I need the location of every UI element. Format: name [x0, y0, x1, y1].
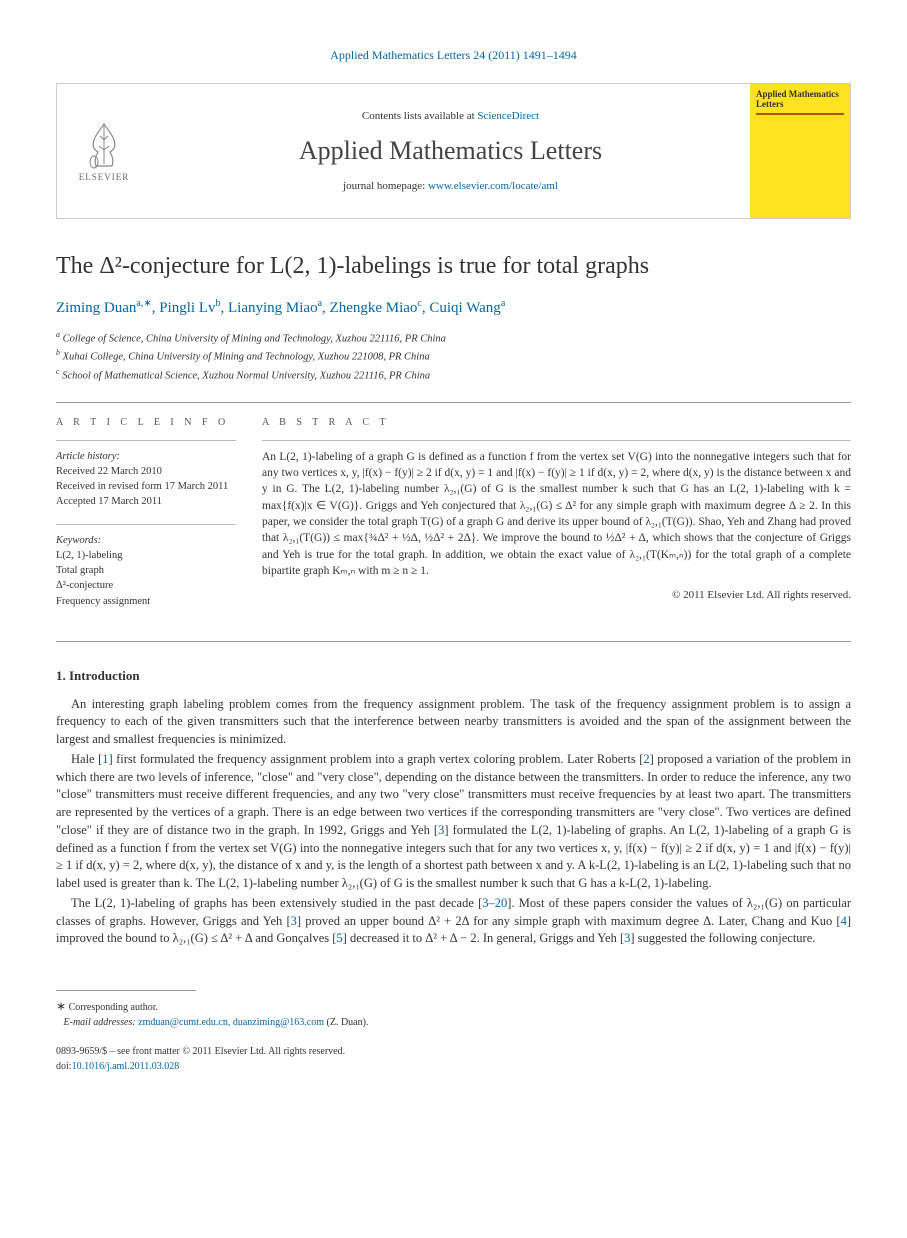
footnote-divider — [56, 990, 196, 991]
article-info-column: A R T I C L E I N F O Article history: R… — [56, 417, 236, 623]
keyword: L(2, 1)-labeling — [56, 548, 236, 563]
abstract-column: A B S T R A C T An L(2, 1)-labeling of a… — [262, 417, 851, 623]
history-line: Received 22 March 2010 — [56, 464, 236, 479]
homepage-prefix: journal homepage: — [343, 180, 428, 192]
journal-name: Applied Mathematics Letters — [299, 136, 602, 166]
page: Applied Mathematics Letters 24 (2011) 14… — [0, 0, 907, 1110]
asterisk-icon: ∗ — [56, 999, 66, 1013]
doi-link[interactable]: 10.1016/j.aml.2011.03.028 — [72, 1061, 180, 1072]
email-link[interactable]: zmduan@cumt.edu.cn, duanziming@163.com — [138, 1017, 324, 1028]
issn-line: 0893-9659/$ – see front matter © 2011 El… — [56, 1044, 851, 1059]
history-line: Received in revised form 17 March 2011 — [56, 479, 236, 494]
citation-link[interactable]: Applied Mathematics Letters 24 (2011) 14… — [330, 48, 577, 62]
journal-banner: ELSEVIER Contents lists available at Sci… — [56, 83, 851, 219]
journal-cover-thumb: Applied Mathematics Letters — [750, 84, 850, 218]
history-block: Article history: Received 22 March 2010 … — [56, 449, 236, 510]
contents-list-line: Contents lists available at ScienceDirec… — [362, 110, 539, 122]
corresponding-footnote: ∗ Corresponding author. E-mail addresses… — [56, 997, 851, 1030]
footer-meta: 0893-9659/$ – see front matter © 2011 El… — [56, 1044, 851, 1074]
homepage-link[interactable]: www.elsevier.com/locate/aml — [428, 180, 558, 192]
info-abstract-row: A R T I C L E I N F O Article history: R… — [56, 403, 851, 641]
banner-center: Contents lists available at ScienceDirec… — [151, 84, 750, 218]
mini-divider — [262, 440, 851, 441]
keywords-label: Keywords: — [56, 533, 236, 548]
contents-prefix: Contents lists available at — [362, 110, 477, 122]
homepage-line: journal homepage: www.elsevier.com/locat… — [343, 180, 558, 192]
cover-body — [756, 118, 844, 212]
mini-divider — [56, 440, 236, 441]
corresponding-label: Corresponding author. — [69, 1002, 158, 1013]
abstract-head: A B S T R A C T — [262, 417, 851, 428]
keyword: Δ²-conjecture — [56, 578, 236, 593]
article-title: The Δ²-conjecture for L(2, 1)-labelings … — [56, 253, 851, 280]
publisher-logo-cell: ELSEVIER — [57, 84, 151, 218]
body-paragraph: Hale [1] first formulated the frequency … — [56, 751, 851, 893]
body-paragraph: An interesting graph labeling problem co… — [56, 696, 851, 749]
affiliations: a College of Science, China University o… — [56, 329, 851, 384]
keywords-block: Keywords: L(2, 1)-labeling Total graph Δ… — [56, 533, 236, 609]
author-list: Ziming Duana,∗, Pingli Lvb, Lianying Mia… — [56, 298, 851, 317]
keyword: Frequency assignment — [56, 594, 236, 609]
article-info-head: A R T I C L E I N F O — [56, 417, 236, 428]
elsevier-name: ELSEVIER — [79, 172, 130, 182]
section-heading-intro: 1. Introduction — [56, 668, 851, 684]
divider — [56, 641, 851, 642]
sciencedirect-link[interactable]: ScienceDirect — [477, 110, 539, 122]
elsevier-logo: ELSEVIER — [69, 116, 139, 186]
header-citation: Applied Mathematics Letters 24 (2011) 14… — [56, 48, 851, 63]
cover-title: Applied Mathematics Letters — [756, 90, 844, 110]
elsevier-tree-icon — [82, 120, 126, 170]
mini-divider — [56, 524, 236, 525]
keyword: Total graph — [56, 563, 236, 578]
history-line: Accepted 17 March 2011 — [56, 494, 236, 509]
email-label: E-mail addresses: — [64, 1017, 136, 1028]
abstract-text: An L(2, 1)-labeling of a graph G is defi… — [262, 449, 851, 580]
body-paragraph: The L(2, 1)-labeling of graphs has been … — [56, 895, 851, 948]
copyright-line: © 2011 Elsevier Ltd. All rights reserved… — [262, 589, 851, 601]
email-suffix: (Z. Duan). — [327, 1017, 369, 1028]
doi-label: doi: — [56, 1061, 72, 1072]
history-label: Article history: — [56, 449, 236, 464]
cover-stripe — [756, 113, 844, 115]
